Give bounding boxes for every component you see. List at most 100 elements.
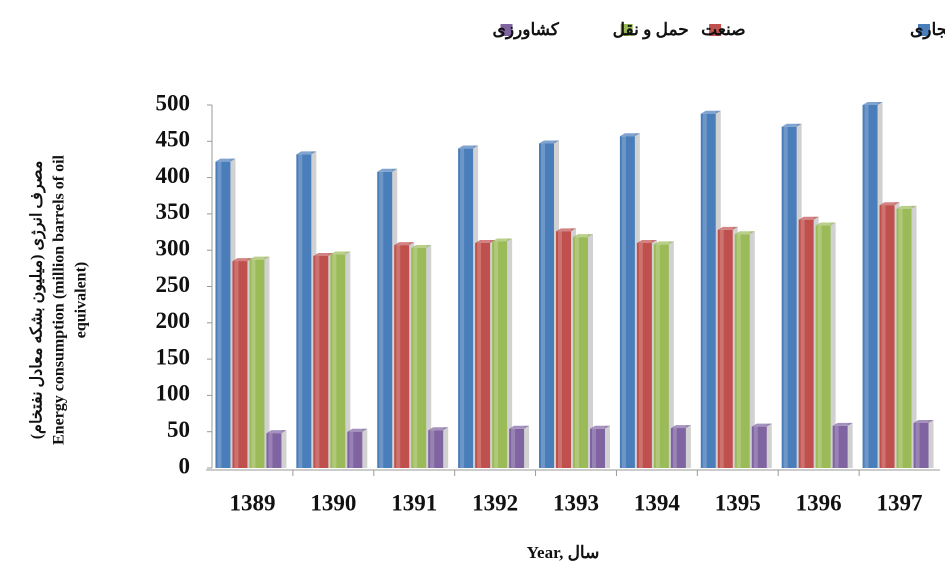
bar-highlight — [881, 205, 886, 469]
bar — [347, 431, 363, 468]
bar-group — [896, 205, 917, 468]
bar-shade — [345, 251, 351, 468]
x-tick-label: 1392 — [472, 490, 518, 515]
bar — [249, 259, 265, 468]
y-tick-label: 250 — [156, 272, 191, 297]
legend-swatch — [500, 24, 513, 36]
bar — [313, 256, 329, 468]
bar-group — [653, 241, 674, 468]
bar-highlight — [575, 237, 579, 468]
y-tick-label: 300 — [156, 235, 191, 260]
x-tick-label: 1394 — [634, 490, 681, 515]
bar-top — [670, 425, 691, 429]
bar-top — [232, 258, 253, 262]
bar-top — [573, 234, 593, 238]
bar-highlight — [592, 428, 596, 468]
bar-top — [717, 226, 738, 230]
bar — [862, 105, 878, 468]
bar-top — [428, 427, 449, 431]
bar-highlight — [783, 126, 788, 468]
legend-label: صنعت — [701, 20, 745, 39]
bar-shade — [749, 231, 755, 468]
bar-top — [296, 151, 317, 155]
bar-highlight — [217, 161, 222, 469]
bar — [232, 261, 248, 468]
bar-highlight — [460, 148, 465, 468]
bar-top — [636, 239, 657, 243]
bar-top — [492, 238, 513, 242]
y-axis-label: Energy consumption (million barrels of o… — [51, 154, 68, 444]
bar-highlight — [702, 113, 707, 468]
bar — [653, 244, 669, 468]
bar — [428, 430, 444, 468]
bar — [573, 237, 588, 468]
bar-group — [330, 251, 351, 468]
bar-top — [862, 102, 883, 105]
bar — [377, 171, 393, 469]
bar-shade — [264, 256, 270, 468]
bar-highlight — [753, 426, 758, 468]
bar — [590, 428, 605, 468]
bar-highlight — [268, 433, 273, 468]
x-tick-label: 1397 — [877, 490, 923, 515]
bar-group — [670, 425, 691, 468]
legend-label: کشاورزی — [493, 20, 560, 40]
bar-highlight — [430, 430, 435, 468]
bar — [636, 242, 652, 468]
bar — [556, 231, 571, 468]
bar-shade — [443, 427, 449, 468]
bar-highlight — [234, 261, 239, 468]
bar-top — [590, 425, 610, 429]
bar-group — [832, 422, 853, 468]
bar — [330, 254, 346, 468]
bar-group — [913, 419, 934, 468]
y-tick-label: 450 — [156, 127, 191, 152]
bar — [751, 426, 767, 468]
bar — [509, 428, 525, 468]
bar-top — [619, 133, 640, 137]
bar-highlight — [719, 229, 724, 468]
x-tick-label: 1389 — [229, 490, 275, 515]
bar — [492, 241, 508, 468]
y-tick-label: 0 — [179, 453, 191, 478]
bar-top — [556, 228, 576, 232]
bar-group — [573, 234, 593, 468]
bar-highlight — [736, 234, 741, 468]
bar-highlight — [621, 136, 626, 468]
bar-top — [458, 145, 479, 149]
bar-highlight — [672, 428, 677, 468]
bar-shade — [847, 422, 853, 468]
legend-label: حمل و نقل — [613, 20, 689, 40]
bar-top — [781, 123, 802, 127]
bar — [879, 205, 895, 469]
bar-group — [347, 428, 368, 468]
legend-swatch — [709, 24, 722, 36]
bar-shade — [362, 428, 368, 468]
bar-highlight — [834, 425, 839, 468]
y-axis-label: equivalent) — [73, 262, 90, 338]
bar-shade — [605, 425, 610, 468]
bar-top — [377, 168, 398, 172]
bar-highlight — [379, 171, 384, 469]
bar-highlight — [413, 248, 418, 468]
bar-top — [475, 239, 496, 243]
bar-top — [700, 110, 721, 114]
bar — [266, 433, 282, 468]
bar-top — [734, 231, 755, 235]
bar-group — [249, 256, 270, 468]
bar — [619, 136, 635, 468]
bar-top — [539, 140, 559, 144]
bar-highlight — [298, 154, 303, 469]
bar-shade — [928, 419, 934, 468]
bar-top — [411, 245, 432, 249]
bar-highlight — [251, 259, 256, 468]
bar-highlight — [864, 105, 869, 468]
bar-highlight — [332, 254, 337, 468]
bar-highlight — [898, 208, 903, 468]
x-tick-label: 1395 — [715, 490, 761, 515]
x-tick-label: 1393 — [553, 490, 599, 515]
legend-swatch — [620, 24, 633, 36]
bar-top — [249, 256, 270, 260]
y-tick-label: 200 — [156, 308, 191, 333]
